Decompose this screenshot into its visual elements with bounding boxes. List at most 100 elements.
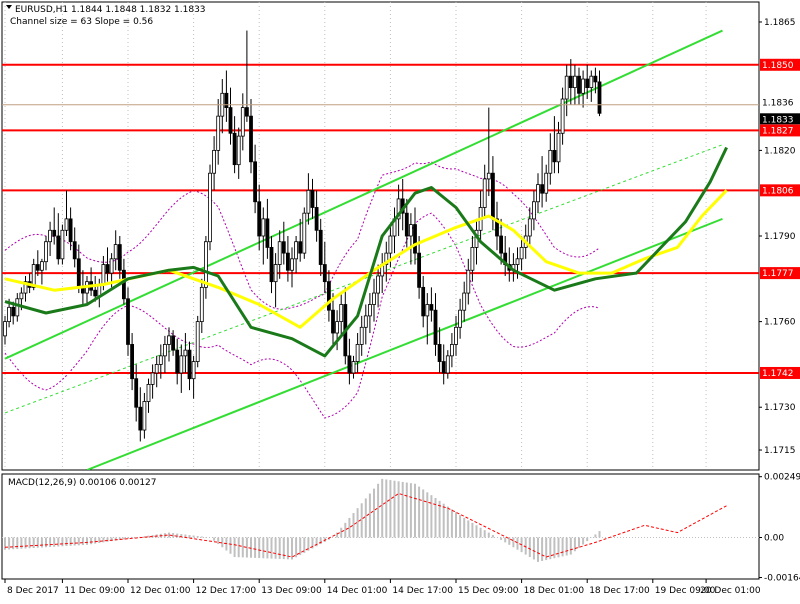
x-tick-label: 8 Dec 2017 bbox=[7, 586, 59, 596]
candle-body bbox=[585, 78, 590, 89]
candle-body bbox=[384, 252, 389, 265]
candle-body bbox=[158, 355, 163, 365]
candle-body bbox=[437, 344, 442, 362]
regression-channel bbox=[4, 29, 723, 470]
candle-body bbox=[130, 344, 135, 380]
x-tick-label: 18 Dec 01:00 bbox=[524, 586, 585, 596]
candle-body bbox=[240, 107, 245, 137]
candle-body bbox=[331, 309, 335, 334]
time-axis: 8 Dec 2017 11 Dec 09:00 12 Dec 01:00 12 Dec… bbox=[4, 579, 761, 596]
candle-body bbox=[540, 184, 544, 194]
candle-body bbox=[122, 269, 126, 300]
envelope-lines bbox=[4, 161, 600, 419]
y-tick-label: 1.1715 bbox=[764, 446, 796, 456]
close-tag-bg bbox=[760, 113, 800, 125]
candle-body bbox=[527, 218, 532, 237]
candle-body bbox=[466, 269, 471, 294]
candle-body bbox=[179, 355, 184, 374]
candle-body bbox=[150, 372, 155, 385]
candle-body bbox=[64, 218, 69, 231]
candle-body bbox=[355, 344, 360, 362]
envelope-upper-line bbox=[4, 161, 600, 310]
candle-body bbox=[273, 264, 278, 283]
candle-body bbox=[52, 229, 57, 237]
ma-fast-line bbox=[4, 146, 728, 358]
candle-body bbox=[146, 383, 151, 402]
candlesticks bbox=[3, 30, 602, 442]
y-tick-label: 1.1790 bbox=[764, 232, 796, 242]
candle-body bbox=[318, 229, 323, 265]
macd-axis: 0.00249 0.00 -0.00164 bbox=[759, 473, 800, 584]
x-tick-label: 12 Dec 01:00 bbox=[130, 586, 191, 596]
candle-body bbox=[499, 235, 504, 254]
macd-y-tick-label: -0.00164 bbox=[764, 574, 800, 584]
level-tag-label: 1.1777 bbox=[762, 269, 794, 279]
macd-area bbox=[2, 478, 759, 562]
main-plot-area: 1.1850 1.1827 1.1806 1.1777 1.1742 bbox=[2, 2, 800, 470]
candle-body bbox=[482, 178, 487, 208]
macd-y-tick-label: 0.00 bbox=[764, 533, 784, 543]
candle-body bbox=[232, 132, 237, 166]
candle-body bbox=[593, 75, 598, 83]
candle-body bbox=[458, 309, 463, 328]
candle-body bbox=[326, 281, 331, 311]
x-tick-label: 11 Dec 09:00 bbox=[64, 586, 125, 596]
price-tags: 1.1836 1.1833 bbox=[2, 97, 800, 125]
candle-body bbox=[339, 304, 344, 323]
candle-body bbox=[425, 304, 430, 317]
candle-body bbox=[212, 149, 217, 174]
candle-body bbox=[203, 241, 208, 288]
candle-body bbox=[15, 298, 20, 317]
candle-body bbox=[429, 304, 434, 311]
close-tag-label: 1.1833 bbox=[762, 115, 794, 125]
candle-body bbox=[388, 235, 393, 254]
candle-body bbox=[486, 172, 491, 180]
candle-body bbox=[3, 321, 7, 337]
candle-body bbox=[462, 292, 467, 311]
candle-body bbox=[417, 252, 422, 288]
channel-upper-line bbox=[4, 29, 723, 360]
candle-body bbox=[101, 264, 106, 285]
candle-body bbox=[60, 229, 65, 260]
candle-body bbox=[564, 75, 569, 100]
candle-body bbox=[175, 349, 180, 374]
candle-body bbox=[568, 75, 573, 89]
candle-body bbox=[134, 378, 139, 408]
candle-body bbox=[548, 149, 553, 174]
candle-body bbox=[19, 292, 24, 300]
candle-body bbox=[302, 212, 307, 254]
candle-body bbox=[105, 264, 110, 274]
candle-body bbox=[314, 207, 319, 231]
macd-label: MACD(12,26,9) 0.00106 0.00127 bbox=[8, 478, 157, 488]
candle-body bbox=[142, 401, 147, 431]
candle-body bbox=[408, 224, 413, 237]
candle-body bbox=[454, 326, 458, 345]
candle-body bbox=[404, 212, 409, 237]
candle-body bbox=[363, 315, 368, 328]
x-tick-label: 15 Dec 09:00 bbox=[458, 586, 519, 596]
candle-body bbox=[261, 218, 266, 237]
x-tick-label: 19 Dec 09:00 bbox=[655, 586, 716, 596]
candle-body bbox=[126, 298, 130, 345]
candle-body bbox=[490, 172, 495, 220]
candle-body bbox=[294, 241, 299, 260]
level-tag-label: 1.1742 bbox=[762, 369, 794, 379]
candle-body bbox=[224, 92, 229, 108]
candle-body bbox=[199, 286, 204, 323]
candle-body bbox=[68, 218, 73, 243]
candle-body bbox=[495, 218, 499, 237]
macd-plot-frame bbox=[1, 473, 760, 580]
candle-body bbox=[257, 201, 262, 237]
ma-slow-line bbox=[4, 189, 728, 329]
candle-body bbox=[109, 258, 114, 274]
channel-lower-line bbox=[86, 217, 723, 470]
candle-body bbox=[347, 355, 352, 374]
candle-body bbox=[589, 75, 594, 89]
channel-middle-line bbox=[4, 144, 723, 414]
candle-body bbox=[544, 172, 549, 194]
candle-body bbox=[253, 161, 258, 203]
chevron-down-icon[interactable] bbox=[6, 5, 12, 9]
candle-body bbox=[335, 321, 340, 334]
